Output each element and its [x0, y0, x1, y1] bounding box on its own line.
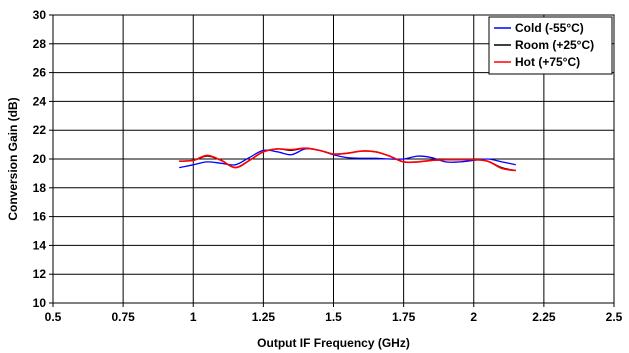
y-axis: 10 12 14 16 18 20 22 24 26 28 30 [33, 8, 53, 310]
x-tick-label: 0.75 [111, 310, 135, 324]
y-tick-label: 28 [33, 37, 47, 51]
series-line-cold [179, 148, 516, 169]
y-tick-label: 20 [33, 152, 47, 166]
y-tick-label: 22 [33, 123, 47, 137]
x-tick-label: 1.75 [392, 310, 416, 324]
y-tick-label: 24 [33, 94, 47, 108]
x-tick-label: 2 [470, 310, 477, 324]
x-tick-label: 1 [190, 310, 197, 324]
legend: Cold (-55°C) Room (+25°C) Hot (+75°C) [488, 16, 613, 75]
series-line-hot [179, 147, 516, 172]
y-axis-title: Conversion Gain (dB) [6, 97, 20, 220]
x-tick-label: 2.25 [532, 310, 556, 324]
y-tick-label: 10 [33, 296, 47, 310]
y-tick-label: 26 [33, 66, 47, 80]
y-tick-label: 12 [33, 267, 47, 281]
y-tick-label: 16 [33, 210, 47, 224]
legend-label: Cold (-55°C) [515, 21, 584, 35]
y-tick-label: 30 [33, 8, 47, 22]
x-axis: 0.5 0.75 1 1.25 1.5 1.75 2 2.25 2.5 [45, 303, 623, 324]
y-tick-label: 14 [33, 238, 47, 252]
x-tick-label: 0.5 [45, 310, 62, 324]
legend-label: Room (+25°C) [515, 38, 594, 52]
x-tick-label: 2.5 [606, 310, 623, 324]
x-tick-label: 1.5 [325, 310, 342, 324]
x-tick-label: 1.25 [252, 310, 276, 324]
legend-label: Hot (+75°C) [515, 55, 580, 69]
series-lines [179, 147, 516, 172]
x-axis-title: Output IF Frequency (GHz) [257, 336, 410, 350]
y-tick-label: 18 [33, 181, 47, 195]
